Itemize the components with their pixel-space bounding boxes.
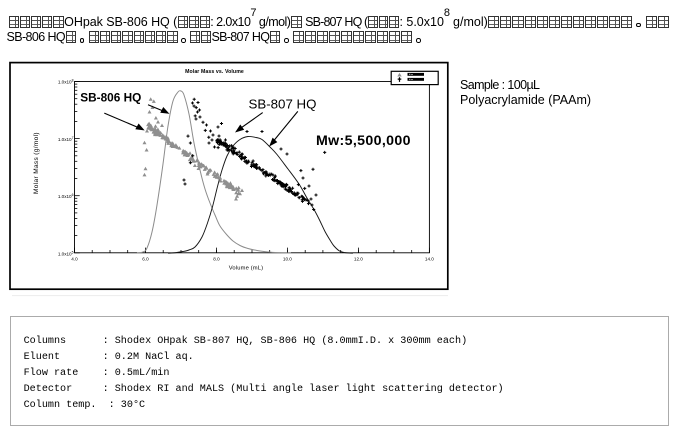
svg-text:14.0: 14.0 bbox=[425, 257, 434, 262]
svg-text:Volume (mL): Volume (mL) bbox=[229, 265, 264, 271]
svg-text:6.0: 6.0 bbox=[142, 257, 149, 262]
svg-text:8.0: 8.0 bbox=[213, 257, 220, 262]
svg-text:1.0x108: 1.0x108 bbox=[58, 78, 74, 84]
svg-text:12.0: 12.0 bbox=[354, 257, 363, 262]
svg-text:1.0x107: 1.0x107 bbox=[58, 136, 74, 142]
svg-text:SB-807 HQ: SB-807 HQ bbox=[249, 97, 317, 112]
svg-text:4.0: 4.0 bbox=[71, 257, 78, 262]
svg-text:Molar Mass vs. Volume: Molar Mass vs. Volume bbox=[185, 69, 244, 75]
svg-text:1.0x106: 1.0x106 bbox=[58, 193, 74, 199]
svg-text:SB-806 HQ: SB-806 HQ bbox=[80, 90, 141, 104]
svg-text:10.0: 10.0 bbox=[283, 257, 292, 262]
svg-text:Mw:5,500,000: Mw:5,500,000 bbox=[316, 133, 411, 149]
svg-text:1.0x105: 1.0x105 bbox=[58, 251, 74, 257]
svg-text:Molar Mass (g/mol): Molar Mass (g/mol) bbox=[33, 132, 40, 194]
